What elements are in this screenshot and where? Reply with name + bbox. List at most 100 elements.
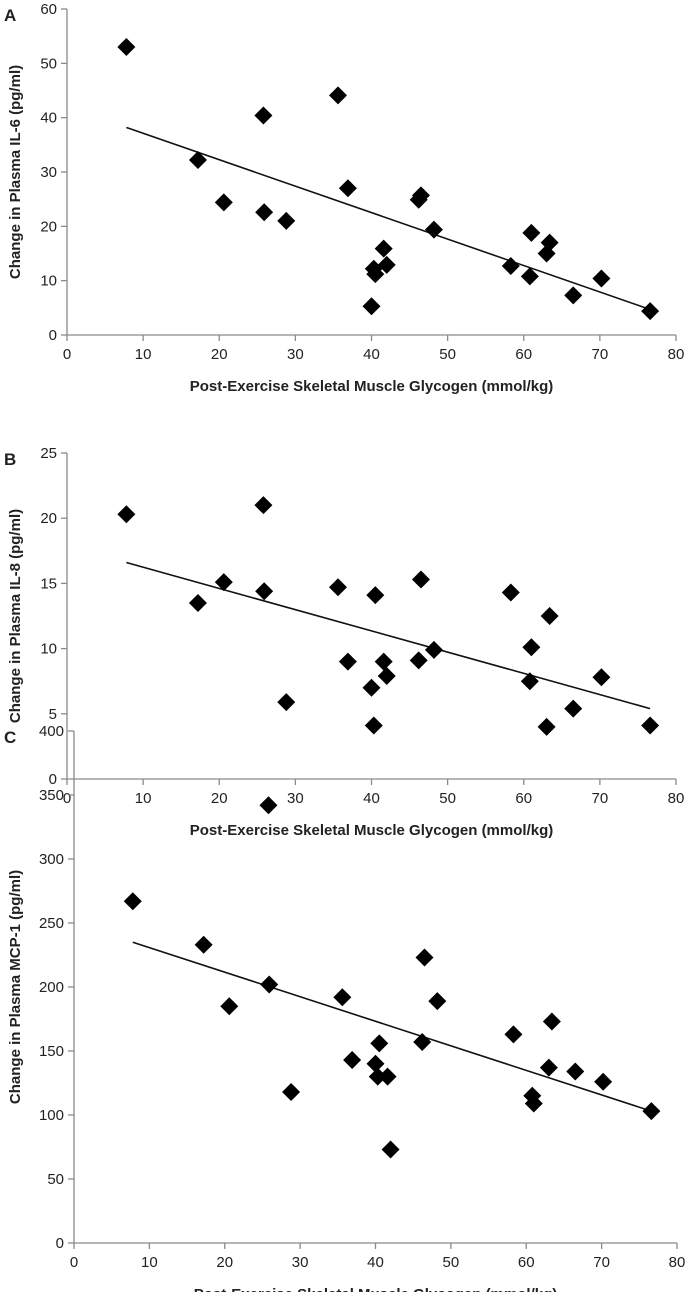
x-tick-label: 20: [211, 790, 228, 807]
x-tick-label: 60: [515, 790, 532, 807]
data-point: [366, 586, 385, 605]
y-axis-title: Change in Plasma IL-8 (pg/ml): [7, 509, 24, 723]
x-tick-label: 50: [443, 1254, 460, 1271]
x-tick-label: 20: [216, 1254, 233, 1271]
data-point: [277, 211, 296, 230]
data-point: [592, 269, 611, 288]
x-axis-title: Post-Exercise Skeletal Muscle Glycogen (…: [190, 378, 553, 395]
data-point: [194, 935, 213, 954]
y-tick-label: 150: [39, 1043, 64, 1060]
x-tick-label: 30: [287, 346, 304, 363]
y-tick-label: 400: [39, 723, 64, 740]
x-tick-label: 80: [668, 790, 685, 807]
data-point: [260, 975, 279, 994]
x-tick-label: 10: [135, 346, 152, 363]
data-point: [520, 672, 539, 691]
x-tick-label: 10: [141, 1254, 158, 1271]
trendline: [126, 126, 651, 311]
x-axis-title: Post-Exercise Skeletal Muscle Glycogen (…: [190, 822, 553, 839]
y-axis-title: Change in Plasma MCP-1 (pg/ml): [7, 870, 24, 1104]
y-tick-label: 20: [40, 218, 57, 235]
data-point: [259, 796, 278, 815]
data-point: [117, 38, 136, 57]
y-tick-label: 5: [49, 706, 57, 723]
data-point: [415, 948, 434, 967]
x-tick-label: 80: [668, 346, 685, 363]
y-tick-label: 40: [40, 110, 57, 127]
data-point: [374, 239, 393, 258]
y-tick-label: 350: [39, 787, 64, 804]
data-point: [282, 1082, 301, 1101]
data-point: [362, 678, 381, 697]
data-point: [522, 638, 541, 657]
data-point: [123, 892, 142, 911]
data-point: [366, 1054, 385, 1073]
data-point: [641, 716, 660, 735]
x-tick-label: 0: [63, 790, 71, 807]
data-point: [254, 106, 273, 125]
data-point: [377, 255, 396, 274]
y-tick-label: 10: [40, 273, 57, 290]
x-tick-label: 70: [592, 346, 609, 363]
data-point: [537, 717, 556, 736]
x-tick-label: 40: [363, 346, 380, 363]
x-tick-label: 80: [669, 1254, 686, 1271]
x-tick-label: 70: [592, 790, 609, 807]
x-tick-label: 10: [135, 790, 152, 807]
y-tick-label: 0: [56, 1235, 64, 1252]
data-point: [214, 193, 233, 212]
y-tick-label: 250: [39, 915, 64, 932]
panel-label: C: [4, 728, 16, 747]
panel-a: 0 10 20 30 40 50 60 70 80 0 10 20 30 40 50 60 Post-Exerc…: [4, 1, 684, 395]
y-tick-label: 300: [39, 851, 64, 868]
data-point: [413, 1033, 432, 1052]
trendline: [126, 561, 651, 710]
data-point: [411, 570, 430, 589]
data-point: [329, 86, 348, 105]
y-tick-label: 60: [40, 1, 57, 18]
y-tick-label: 0: [49, 771, 57, 788]
x-tick-label: 30: [287, 790, 304, 807]
panel-c: 0 10 20 30 40 50 60 70 8005010015020025030035040…: [4, 723, 685, 1292]
x-tick-label: 50: [439, 790, 456, 807]
y-tick-label: 0: [49, 327, 57, 344]
data-point: [188, 151, 207, 170]
data-point: [362, 297, 381, 316]
data-point: [374, 652, 393, 671]
y-tick-label: 20: [40, 510, 57, 527]
y-tick-label: 50: [47, 1171, 64, 1188]
data-point: [343, 1050, 362, 1069]
y-tick-label: 30: [40, 164, 57, 181]
x-tick-label: 0: [70, 1254, 78, 1271]
data-point: [188, 593, 207, 612]
data-point: [566, 1062, 585, 1081]
panel-b: 0 10 20 30 40 50 60 70 80 0 5 10 15 20 25 Post-Exercise…: [4, 445, 684, 839]
data-point: [542, 1012, 561, 1031]
y-axis-title: Change in Plasma IL-6 (pg/ml): [7, 65, 24, 279]
data-point: [424, 640, 443, 659]
data-point: [255, 203, 274, 222]
x-tick-label: 30: [292, 1254, 309, 1271]
x-axis-title: Post-Exercise Skeletal Muscle Glycogen (…: [194, 1286, 557, 1292]
data-point: [370, 1034, 389, 1053]
x-tick-label: 20: [211, 346, 228, 363]
data-point: [338, 652, 357, 671]
x-tick-label: 60: [518, 1254, 535, 1271]
data-point: [594, 1072, 613, 1091]
y-tick-label: 25: [40, 445, 57, 462]
data-point: [501, 256, 520, 275]
x-tick-label: 60: [515, 346, 532, 363]
data-point: [524, 1094, 543, 1113]
data-point: [333, 988, 352, 1007]
data-point: [540, 607, 559, 625]
data-point: [364, 716, 383, 735]
x-tick-label: 70: [593, 1254, 610, 1271]
x-tick-label: 0: [63, 346, 71, 363]
data-point: [255, 582, 274, 601]
data-point: [220, 997, 239, 1016]
data-point: [540, 233, 559, 252]
data-point: [424, 220, 443, 239]
data-point: [329, 578, 348, 597]
data-point: [592, 668, 611, 687]
